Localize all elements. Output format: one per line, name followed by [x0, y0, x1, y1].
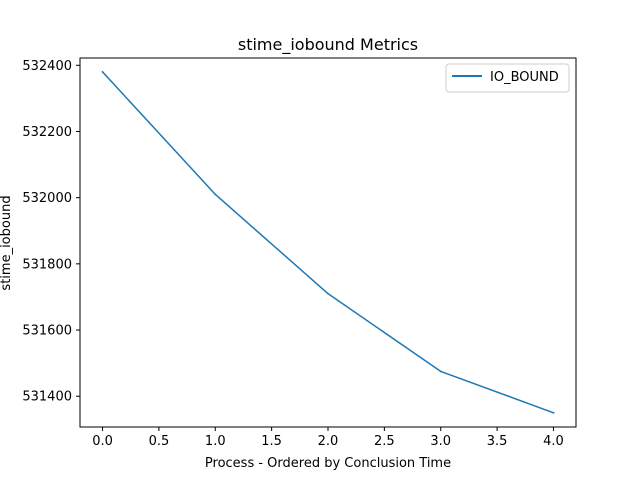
chart-title: stime_iobound Metrics	[238, 35, 418, 55]
x-tick-label: 4.0	[543, 434, 564, 449]
x-axis-label: Process - Ordered by Conclusion Time	[205, 456, 451, 471]
y-tick-label: 531800	[22, 257, 72, 272]
x-tick-label: 2.0	[318, 434, 339, 449]
y-tick-label: 531600	[22, 324, 72, 339]
x-tick-label: 3.5	[487, 434, 508, 449]
x-tick-label: 2.5	[374, 434, 395, 449]
x-tick-label: 3.0	[430, 434, 451, 449]
x-tick-label: 1.0	[205, 434, 226, 449]
y-tick-label: 532400	[22, 59, 72, 74]
axis-layer: 0.0 0.5 1.0 1.5 2.0 2.5 3.0 3.5 4.0 531400 531600 5…	[22, 59, 563, 449]
y-tick-label: 531400	[22, 390, 72, 405]
data-point	[327, 292, 329, 295]
x-tick-label: 1.5	[261, 434, 282, 449]
x-tick-label: 0.0	[92, 434, 113, 449]
y-axis-label: stime_iobound	[0, 195, 14, 290]
data-point	[552, 411, 555, 414]
x-tick-label: 0.5	[149, 434, 170, 449]
legend-box	[445, 63, 570, 93]
y-tick-label: 532000	[22, 191, 72, 206]
data-point	[214, 193, 217, 196]
plot-area-frame	[79, 57, 577, 428]
data-point	[439, 370, 442, 373]
y-tick-label: 532200	[22, 125, 72, 140]
data-point	[101, 70, 104, 73]
plot-layer	[101, 70, 555, 414]
legend: IO_BOUND	[445, 63, 570, 93]
legend-label: IO_BOUND	[490, 70, 559, 85]
